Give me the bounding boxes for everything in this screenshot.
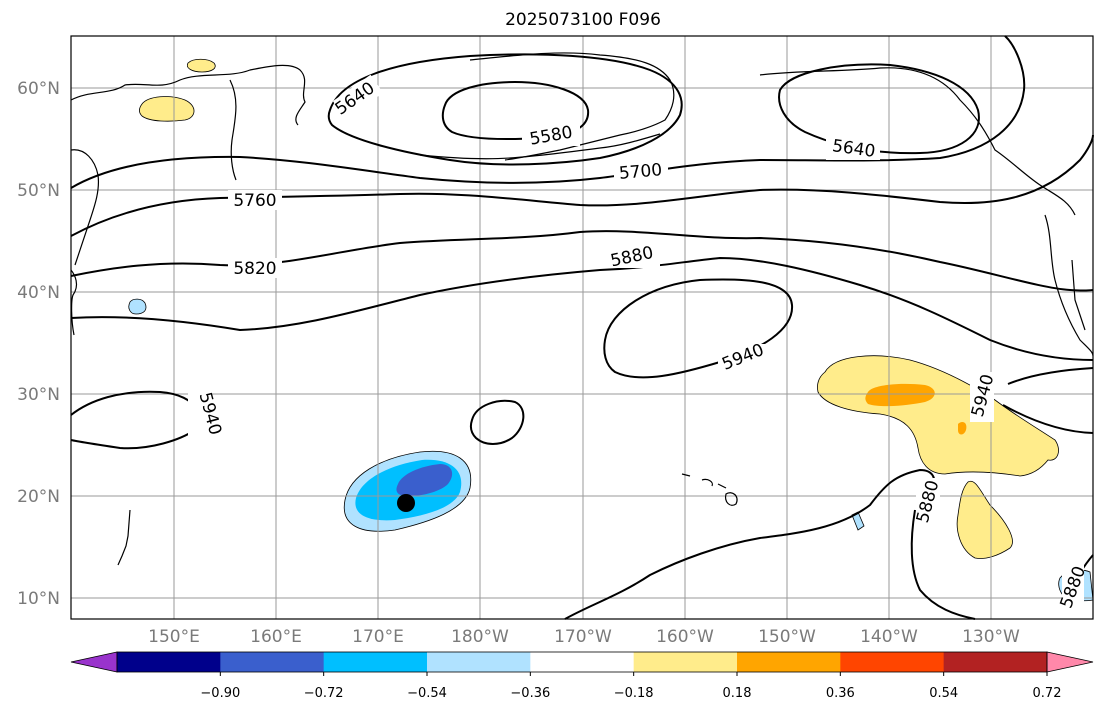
colorbar-outline (116, 651, 1048, 673)
colorbar-tick-label: 0.72 (1033, 686, 1062, 701)
contour-5640-east (778, 63, 980, 155)
coastline-asia (70, 64, 306, 126)
lon-label-170w: 170°W (554, 627, 612, 647)
colorbar-extend-max (1046, 651, 1094, 673)
contour-5940-east-b (1002, 404, 1094, 434)
colorbar-tick-label: −0.90 (200, 686, 240, 701)
colorbar-tick-label: −0.72 (304, 686, 344, 701)
colorbar-cell (633, 652, 738, 672)
colorbar-tick-label: −0.18 (614, 686, 654, 701)
colorbar-cell (530, 652, 635, 672)
lon-label-160e: 160°E (250, 627, 302, 647)
coastline-alaska (469, 52, 675, 161)
lat-label-60n: 60°N (17, 79, 60, 99)
contour-5940-center (603, 278, 794, 379)
coastline-mariana (117, 509, 131, 566)
plot-title: 2025073100 F096 (505, 10, 661, 30)
coastline-kamchatka (229, 79, 237, 181)
storm-center-marker (397, 494, 415, 512)
contour-5880-south (564, 468, 936, 620)
colorbar-cell (427, 652, 531, 672)
coastline-hawaii-1 (681, 473, 691, 477)
lat-label-40n: 40°N (17, 283, 60, 303)
longitude-labels: 150°E 160°E 170°E 180°W 170°W 160°W 150°… (148, 627, 1020, 647)
coastline-baja (1071, 259, 1086, 331)
contour-labels: 5580 5640 5640 5700 5760 5820 5880 5940 … (188, 74, 1090, 613)
lat-label-20n: 20°N (17, 487, 60, 507)
coastlines (70, 52, 1094, 566)
contour-5880 (70, 256, 1094, 361)
positive-anomaly-south (956, 480, 1013, 559)
positive-anomaly-east-core (865, 383, 935, 407)
contour-label-5820: 5820 (233, 259, 276, 279)
lat-label-50n: 50°N (17, 181, 60, 201)
colorbar-extend-min (70, 651, 118, 673)
coastline-hawaii-3 (717, 483, 727, 489)
colorbar-cell (943, 652, 1048, 672)
coastline-japan (70, 149, 100, 266)
lon-label-170e: 170°E (352, 627, 404, 647)
colorbar-cell (840, 652, 945, 672)
contour-5580-low (441, 80, 590, 141)
colorbar-tick-label: 0.18 (723, 686, 752, 701)
lon-label-150e: 150°E (148, 627, 200, 647)
negative-anomaly-inner (396, 464, 453, 497)
negative-anomaly-small-1 (128, 298, 147, 315)
colorbar-tick-label: 0.54 (929, 686, 958, 701)
colorbar-cell (737, 652, 841, 672)
colorbar-cell (117, 652, 221, 672)
contour-5940-east (1007, 367, 1094, 385)
map-frame (70, 35, 1094, 620)
lat-label-30n: 30°N (17, 385, 60, 405)
positive-anomaly-east (817, 355, 1059, 477)
latitude-labels: 60°N 50°N 40°N 30°N 20°N 10°N (17, 79, 60, 609)
contour-5940-small (469, 400, 525, 445)
lon-label-160w: 160°W (656, 627, 714, 647)
contour-label-5700: 5700 (618, 160, 663, 184)
colorbar-tick-label: −0.54 (407, 686, 447, 701)
coastline-hawaii-big (725, 492, 738, 506)
positive-anomaly-east-spot (958, 422, 967, 435)
contour-label-5760: 5760 (233, 191, 276, 211)
colorbar-tick-label: 0.36 (826, 686, 855, 701)
colorbar-cell (220, 652, 325, 672)
coastline-aleutians (419, 133, 661, 160)
lat-label-10n: 10°N (17, 589, 60, 609)
positive-anomaly-nw-1 (138, 96, 195, 122)
contour-5880-south-b (910, 509, 976, 620)
lon-label-130w: 130°W (962, 627, 1020, 647)
coastline-north-america (1044, 214, 1094, 357)
lon-label-180w: 180°W (451, 627, 509, 647)
contour-5640-west (327, 53, 683, 166)
colorbar: −0.90 −0.72 −0.54 −0.36 −0.18 0.18 0.36 0.54 0.7… (70, 651, 1094, 701)
colorbar-tick-label: −0.36 (510, 686, 550, 701)
coastline-alaska-se (759, 67, 1076, 216)
colorbar-cell (323, 652, 428, 672)
coastline-hawaii-2 (701, 478, 713, 487)
lon-label-150w: 150°W (758, 627, 816, 647)
lon-label-140w: 140°W (860, 627, 918, 647)
positive-anomaly-nw-2 (186, 58, 216, 73)
